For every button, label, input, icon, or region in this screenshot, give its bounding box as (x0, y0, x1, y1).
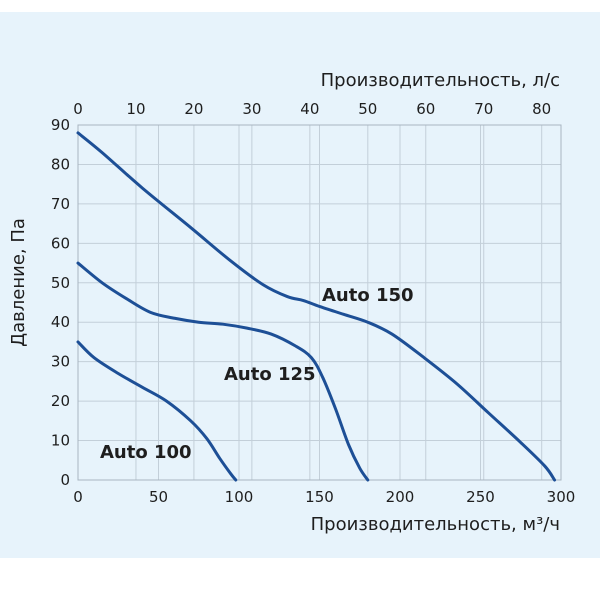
series-label-auto-100: Auto 100 (100, 442, 192, 463)
x2-tick-label: 0 (73, 100, 83, 118)
y-tick-label: 50 (51, 274, 70, 292)
y-axis-title: Давление, Па (8, 218, 29, 347)
y-tick-label: 20 (51, 392, 70, 410)
top-axis-title: Производительность, л/с (321, 70, 560, 91)
y-tick-label: 70 (51, 195, 70, 213)
plot-background (0, 12, 600, 558)
x-tick-label: 0 (73, 488, 83, 506)
x2-tick-label: 40 (300, 100, 319, 118)
y-tick-label: 60 (51, 234, 70, 252)
x2-tick-label: 20 (184, 100, 203, 118)
x-tick-label: 250 (466, 488, 495, 506)
series-curves (76, 131, 557, 482)
series-label-auto-150: Auto 150 (322, 285, 414, 306)
x2-tick-label: 60 (416, 100, 435, 118)
series-labels: Auto 150 Auto 125 Auto 100 (100, 285, 414, 463)
series-line-auto-150 (76, 131, 557, 482)
series-line-auto-125 (76, 261, 370, 482)
plot-frame (77, 124, 562, 481)
series-label-auto-125: Auto 125 (224, 364, 316, 385)
x2-tick-label: 30 (242, 100, 261, 118)
y-tick-label: 90 (51, 116, 70, 134)
series-line-auto-100 (76, 340, 238, 482)
x2-tick-label: 10 (126, 100, 145, 118)
x-tick-label: 150 (305, 488, 334, 506)
x-tick-label: 50 (149, 488, 168, 506)
x-tick-label: 200 (386, 488, 415, 506)
y-tick-label: 40 (51, 313, 70, 331)
y-tick-label: 80 (51, 155, 70, 173)
tick-labels: 0 50 100 150 200 250 300 0 10 20 30 40 50 60 70 80 0 10 20… (51, 100, 575, 506)
x-tick-label: 100 (225, 488, 254, 506)
x2-tick-label: 80 (532, 100, 551, 118)
grid-lines (77, 124, 562, 481)
y-tick-label: 30 (51, 353, 70, 371)
x2-tick-label: 70 (474, 100, 493, 118)
bottom-axis-title: Производительность, м³/ч (311, 514, 560, 535)
x-tick-label: 300 (547, 488, 576, 506)
x2-tick-label: 50 (358, 100, 377, 118)
y-tick-label: 0 (60, 471, 70, 489)
y-tick-label: 10 (51, 432, 70, 450)
